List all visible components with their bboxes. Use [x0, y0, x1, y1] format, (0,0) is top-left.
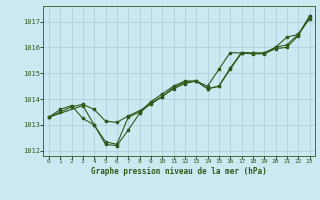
- X-axis label: Graphe pression niveau de la mer (hPa): Graphe pression niveau de la mer (hPa): [91, 167, 267, 176]
